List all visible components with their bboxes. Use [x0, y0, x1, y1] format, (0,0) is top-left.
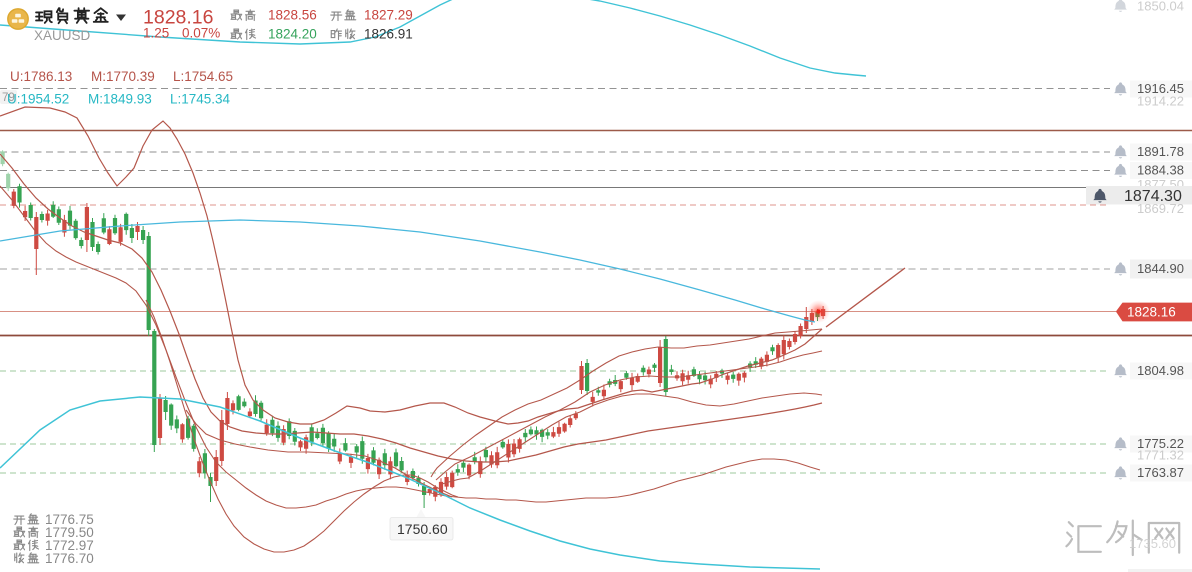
svg-text:1850.04: 1850.04 [1137, 0, 1184, 14]
svg-text:1824.20: 1824.20 [268, 27, 317, 42]
svg-text:1804.98: 1804.98 [1137, 363, 1184, 378]
svg-text:1779.50: 1779.50 [45, 525, 94, 540]
svg-text:1914.22: 1914.22 [1137, 94, 1184, 109]
svg-text:1828.16: 1828.16 [143, 7, 214, 29]
svg-text:1916.45: 1916.45 [1137, 81, 1184, 96]
svg-text:1828.16: 1828.16 [1127, 305, 1176, 320]
svg-text:1735.60: 1735.60 [1129, 536, 1176, 551]
svg-text:1763.87: 1763.87 [1137, 465, 1184, 480]
svg-text:0.07%: 0.07% [182, 26, 220, 41]
svg-text:L:1745.34: L:1745.34 [170, 92, 231, 107]
svg-text:1.25: 1.25 [143, 26, 169, 41]
svg-text:M:1770.39: M:1770.39 [91, 69, 155, 84]
svg-text:1750.60: 1750.60 [397, 521, 448, 537]
svg-text:1775.22: 1775.22 [1137, 436, 1184, 451]
svg-text:1771.32: 1771.32 [1137, 448, 1184, 463]
svg-text:1772.97: 1772.97 [45, 538, 94, 553]
svg-text:XAUUSD: XAUUSD [34, 28, 91, 43]
svg-text:1884.38: 1884.38 [1137, 163, 1184, 178]
svg-text:L:1754.65: L:1754.65 [173, 69, 233, 84]
svg-text:1828.56: 1828.56 [268, 8, 317, 23]
svg-text:1776.75: 1776.75 [45, 512, 94, 527]
svg-text:U:1786.13: U:1786.13 [10, 69, 72, 84]
svg-text:1844.90: 1844.90 [1137, 261, 1184, 276]
svg-text:1869.72: 1869.72 [1137, 201, 1184, 216]
svg-text:1891.78: 1891.78 [1137, 144, 1184, 159]
svg-text:U:1954.52: U:1954.52 [7, 92, 69, 107]
svg-text:1827.29: 1827.29 [364, 8, 413, 23]
svg-text:1776.70: 1776.70 [45, 551, 94, 566]
svg-text:1826.91: 1826.91 [364, 27, 413, 42]
svg-text:1874.30: 1874.30 [1124, 188, 1182, 205]
svg-text:79: 79 [2, 92, 15, 104]
svg-text:M:1849.93: M:1849.93 [88, 92, 152, 107]
